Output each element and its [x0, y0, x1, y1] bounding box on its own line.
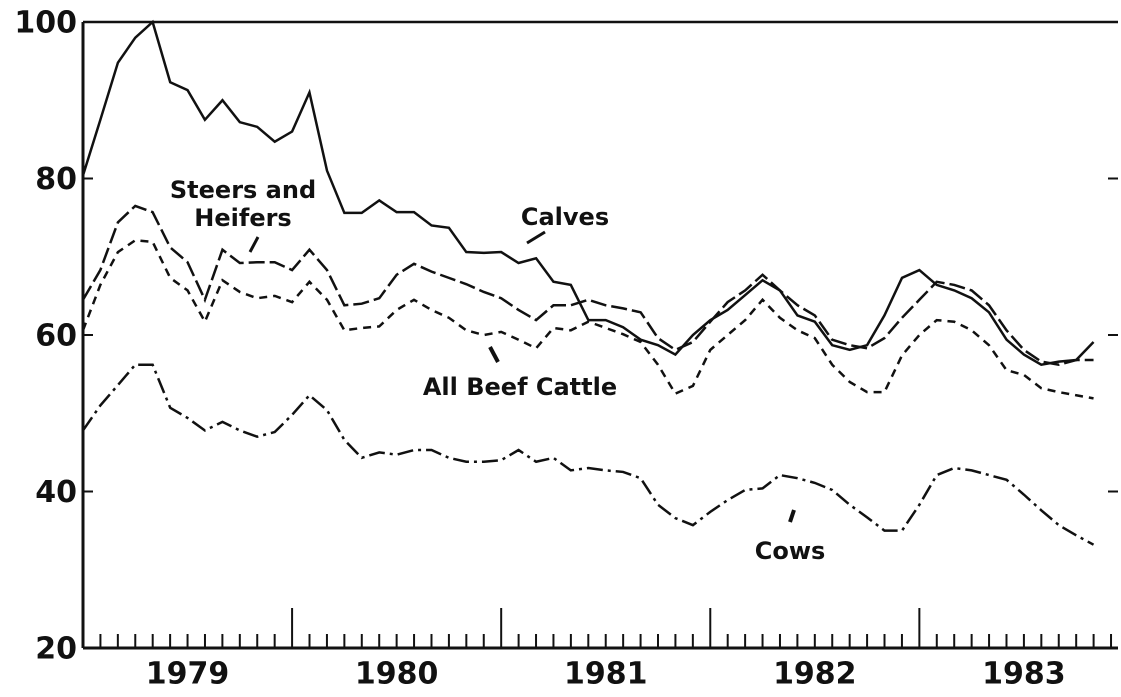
series-line [81, 19, 1095, 367]
pointer [248, 236, 260, 253]
y-tick-label: 40 [35, 475, 77, 510]
y-tick-label: 80 [35, 162, 77, 197]
y-tick-label: 100 [14, 6, 77, 41]
cows-label: Cows [755, 537, 826, 565]
x-tick-label: 1979 [146, 657, 230, 692]
pointer [488, 346, 500, 363]
pointer [526, 230, 546, 245]
all-beef-label: All Beef Cattle [423, 373, 617, 401]
steers-label: Steers and Heifers [169, 176, 317, 232]
x-tick-label: 1981 [564, 657, 648, 692]
y-tick-label: 60 [35, 319, 77, 354]
x-tick-label: 1982 [773, 657, 857, 692]
pointer [788, 509, 796, 523]
y-tick-label: 20 [35, 632, 77, 667]
x-tick-label: 1983 [982, 657, 1066, 692]
x-tick-label: 1980 [355, 657, 439, 692]
series-line [81, 204, 1094, 367]
calves-label: Calves [521, 203, 609, 231]
series-line [81, 239, 1094, 400]
series-line [81, 363, 1095, 546]
